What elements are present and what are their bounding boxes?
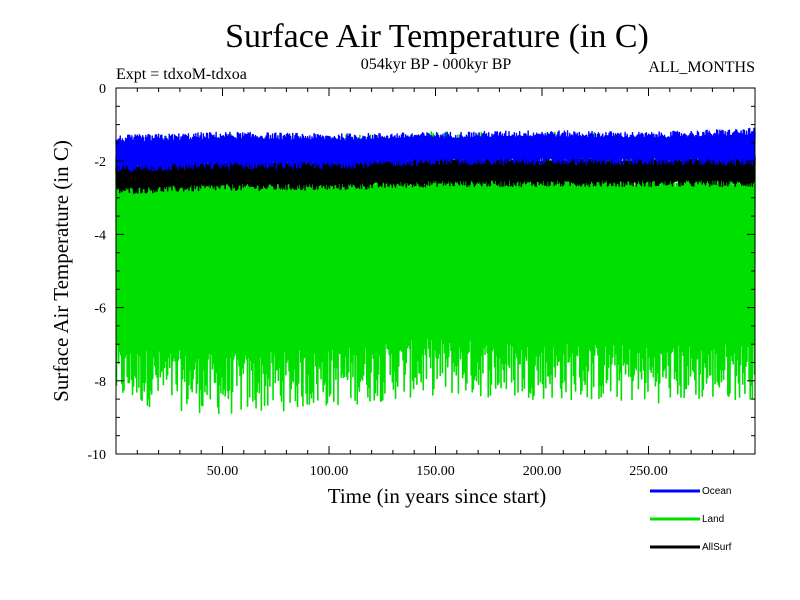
legend-label-land: Land [702,514,724,525]
x-tick-label: 150.00 [416,464,455,479]
x-tick-label: 200.00 [523,464,562,479]
chart-subtitle-left: Expt = tdxoM-tdxoa [116,66,247,83]
y-tick-label: -6 [94,302,106,317]
legend-label-allsurf: AllSurf [702,542,732,553]
x-tick-label: 250.00 [629,464,668,479]
legend-label-ocean: Ocean [702,486,731,497]
y-tick-label: -4 [94,228,106,243]
x-tick-label: 50.00 [207,464,239,479]
x-axis-label: Time (in years since start) [328,484,547,508]
tick-layer: 50.00 100.00 150.00 200.00 250.00 0 -2 -4 -6 -8 -1… [87,82,755,479]
series-line-ocean [115,127,756,173]
legend: Ocean Land AllSurf [650,486,732,553]
y-tick-label: -8 [94,375,106,390]
chart-subtitle-center: 054kyr BP - 000kyr BP [361,56,512,73]
y-tick-label: 0 [99,82,106,97]
chart-title: Surface Air Temperature (in C) [225,18,649,55]
y-axis-label: Surface Air Temperature (in C) [49,140,73,402]
y-tick-label: -2 [94,155,106,170]
series-layer [115,127,756,415]
y-tick-label: -10 [87,448,106,463]
x-tick-label: 100.00 [310,464,349,479]
chart-subtitle-right: ALL_MONTHS [648,59,755,76]
